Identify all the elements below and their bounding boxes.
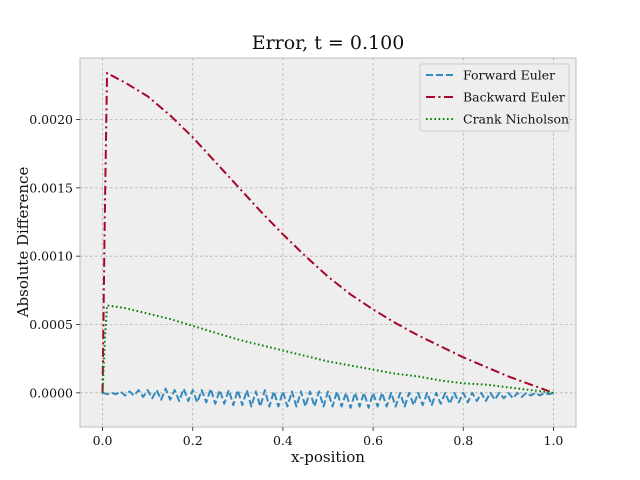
y-tick-label: 0.0020 (29, 112, 73, 127)
x-tick-label: 0.6 (363, 433, 383, 448)
x-axis-label: x-position (291, 448, 365, 466)
chart-title: Error, t = 0.100 (252, 32, 405, 54)
legend: Forward Euler Backward Euler Crank Nichols… (419, 63, 570, 132)
y-tick-label: 0.0005 (29, 317, 73, 332)
ticks-layer: 0.0 0.2 0.4 0.6 0.8 1.0 0.0000 0.0005 0.0010 0.00… (29, 112, 563, 448)
legend-label-backward-euler: Backward Euler (463, 90, 565, 105)
series-layer (101, 72, 554, 409)
legend-label-crank-nicholson: Crank Nicholson (463, 112, 569, 127)
y-axis-label: Absolute Difference (14, 167, 32, 319)
legend-box (419, 63, 570, 132)
x-tick-label: 0.0 (93, 433, 113, 448)
y-tick-label: 0.0000 (29, 385, 73, 400)
x-tick-label: 0.8 (453, 433, 473, 448)
x-tick-label: 0.2 (183, 433, 203, 448)
x-tick-label: 1.0 (544, 433, 564, 448)
legend-label-forward-euler: Forward Euler (463, 68, 555, 83)
y-tick-label: 0.0010 (29, 249, 73, 264)
y-tick-label: 0.0015 (29, 180, 73, 195)
series-line-backward-euler (101, 72, 554, 394)
series-line-forward-euler (102, 387, 554, 409)
x-tick-label: 0.4 (273, 433, 293, 448)
